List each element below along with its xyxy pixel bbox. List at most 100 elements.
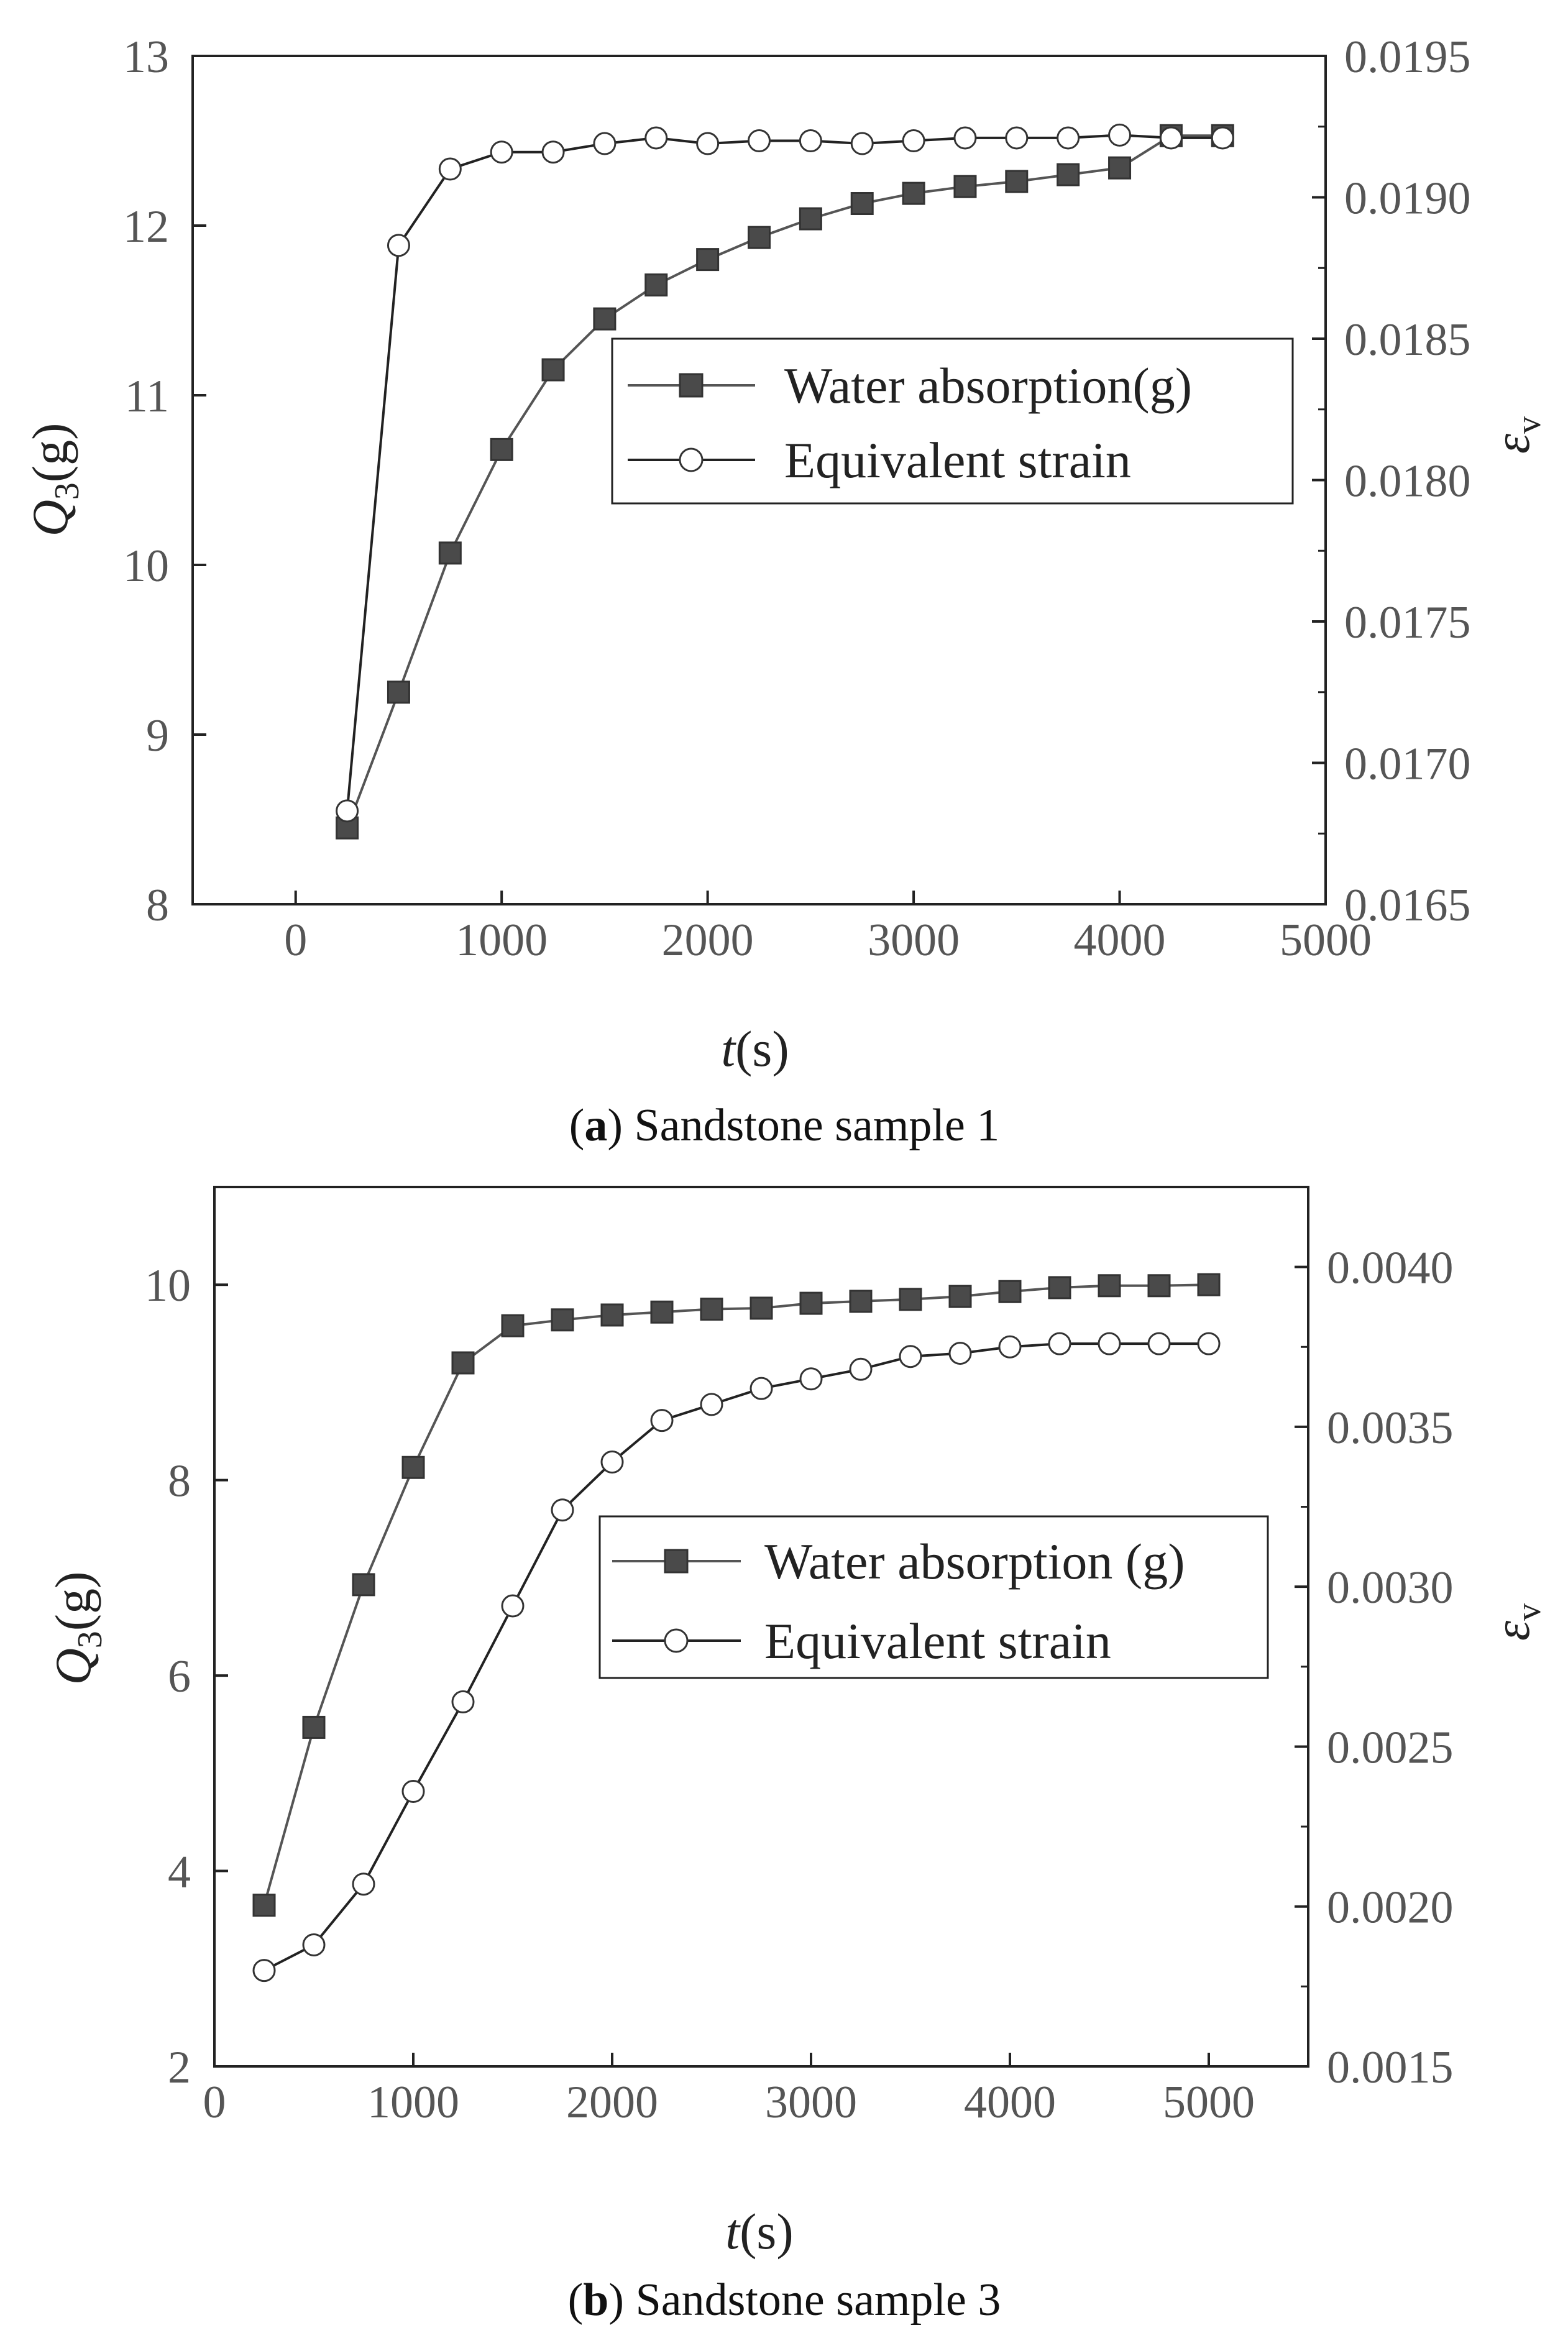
water-point-b-8: [650, 1300, 674, 1324]
left-y-tick-label-b-1: 4: [168, 1847, 191, 1898]
strain-point-a-4: [541, 140, 565, 164]
left-y-tick-label-b-0: 2: [168, 2042, 191, 2093]
water-point-a-14: [1057, 163, 1080, 186]
left-y-axis-title-b: Q3(g): [45, 1572, 109, 1685]
water-point-b-12: [849, 1290, 873, 1313]
right-y-tick-label-b-5: 0.0040: [1327, 1243, 1454, 1294]
water-point-a-6: [644, 273, 668, 297]
strain-point-a-3: [490, 140, 513, 164]
strain-point-b-17: [1098, 1332, 1121, 1355]
strain-point-b-3: [401, 1779, 425, 1803]
strain-point-a-7: [696, 132, 720, 155]
water-point-b-1: [302, 1715, 326, 1739]
right-y-tick-label-b-1: 0.0020: [1327, 1882, 1454, 1933]
right-y-tick-label-b-4: 0.0035: [1327, 1403, 1454, 1454]
legend-marker-strain-a: [679, 447, 704, 472]
water-point-b-17: [1098, 1274, 1121, 1298]
x-tick-label-b-1: 1000: [367, 2077, 459, 2128]
strain-point-b-4: [451, 1690, 475, 1713]
strain-point-a-12: [953, 126, 977, 150]
legend-marker-water-b: [664, 1549, 689, 1574]
strain-point-a-6: [644, 126, 668, 150]
strain-point-a-1: [387, 234, 410, 257]
x-axis-title-b: t(s): [725, 2203, 793, 2260]
legend-label-strain-a: Equivalent strain: [784, 432, 1131, 488]
strain-point-a-10: [850, 132, 874, 155]
right-y-tick-label-a-2: 0.0175: [1344, 597, 1471, 648]
strain-point-b-11: [799, 1367, 823, 1391]
water-point-b-18: [1147, 1274, 1171, 1298]
strain-point-b-14: [948, 1342, 972, 1365]
x-axis-title-a: t(s): [721, 1020, 789, 1077]
axis-ticks-a: 0 1000 2000 3000 4000 5000 8 9 10 11 12 13 0.0165 0.0…: [123, 32, 1471, 966]
right-y-tick-label-b-0: 0.0015: [1327, 2042, 1454, 2093]
water-point-a-1: [387, 681, 410, 704]
x-tick-label-a-2: 2000: [662, 915, 754, 966]
strain-point-a-5: [593, 132, 617, 155]
x-tick-label-a-1: 1000: [456, 915, 548, 966]
water-point-b-15: [998, 1280, 1022, 1303]
strain-point-a-9: [799, 129, 822, 152]
left-y-tick-label-a-2: 10: [123, 541, 169, 592]
water-point-b-19: [1197, 1273, 1221, 1296]
left-y-tick-label-b-3: 8: [168, 1456, 191, 1507]
water-point-a-8: [748, 226, 771, 249]
legend-label-strain-b: Equivalent strain: [764, 1613, 1111, 1669]
x-tick-label-a-5: 5000: [1280, 915, 1372, 966]
strain-point-a-2: [438, 157, 462, 181]
right-y-tick-label-a-3: 0.0180: [1344, 456, 1471, 507]
strain-point-b-2: [352, 1872, 375, 1896]
water-point-b-11: [799, 1291, 823, 1315]
water-point-a-9: [799, 207, 822, 231]
strain-point-a-14: [1057, 126, 1080, 150]
strain-point-a-8: [748, 129, 771, 152]
water-point-a-2: [438, 541, 462, 565]
strain-point-b-5: [501, 1594, 525, 1618]
plot-frame-b: [213, 1186, 1309, 2068]
legend-label-water-b: Water absorption (g): [764, 1533, 1185, 1590]
legend-box-b: [598, 1515, 1269, 1679]
strain-point-b-0: [252, 1959, 276, 1982]
chart-panel-a: 0 1000 2000 3000 4000 5000 8 9 10 11 12 13 0.0165 0.0…: [22, 32, 1548, 1151]
water-point-b-14: [948, 1285, 972, 1308]
x-tick-label-a-0: 0: [284, 915, 307, 966]
legend-box-a: [611, 337, 1294, 505]
strain-point-b-7: [600, 1451, 624, 1474]
strain-point-b-15: [998, 1335, 1022, 1359]
strain-point-b-9: [700, 1393, 723, 1416]
strain-point-a-13: [1005, 126, 1029, 150]
legend-b: Water absorption (g) Equivalent strain: [598, 1515, 1269, 1679]
water-point-a-12: [953, 175, 977, 198]
strain-point-b-13: [899, 1345, 922, 1368]
water-point-b-0: [252, 1894, 276, 1917]
strain-point-b-19: [1197, 1332, 1221, 1355]
left-y-tick-label-b-4: 10: [145, 1260, 191, 1311]
water-point-a-5: [593, 307, 617, 331]
axis-ticks-b: 0 1000 2000 3000 4000 5000 2 4 6 8 10 0.0015 0.0020 0…: [145, 1243, 1454, 2128]
legend-marker-strain-b: [664, 1628, 689, 1653]
caption-a: (a) Sandstone sample 1: [569, 1100, 1000, 1151]
strain-point-b-1: [302, 1933, 326, 1956]
left-y-tick-label-a-5: 13: [123, 32, 169, 83]
x-tick-label-b-2: 2000: [566, 2077, 658, 2128]
water-point-b-2: [352, 1573, 375, 1597]
strain-point-b-10: [750, 1377, 773, 1400]
x-tick-label-b-4: 4000: [964, 2077, 1056, 2128]
series-marks-b: [252, 1273, 1221, 1982]
right-y-tick-label-a-6: 0.0195: [1344, 32, 1471, 83]
x-tick-label-b-3: 3000: [765, 2077, 857, 2128]
strain-point-a-16: [1159, 126, 1183, 150]
water-point-b-7: [600, 1303, 624, 1327]
left-y-tick-label-a-3: 11: [125, 371, 169, 422]
right-y-axis-title-b: εv: [1483, 1603, 1548, 1641]
water-point-b-9: [700, 1298, 723, 1321]
left-y-tick-label-a-0: 8: [146, 880, 169, 931]
water-point-a-3: [490, 438, 513, 461]
right-y-tick-label-a-1: 0.0170: [1344, 739, 1471, 790]
x-tick-label-a-4: 4000: [1074, 915, 1166, 966]
water-point-a-7: [696, 248, 720, 272]
strain-point-b-6: [551, 1498, 574, 1522]
strain-point-b-8: [650, 1409, 674, 1432]
water-point-a-11: [902, 181, 925, 205]
chart-panel-b: 0 1000 2000 3000 4000 5000 2 4 6 8 10 0.0015 0.0020 0…: [45, 1186, 1548, 2326]
